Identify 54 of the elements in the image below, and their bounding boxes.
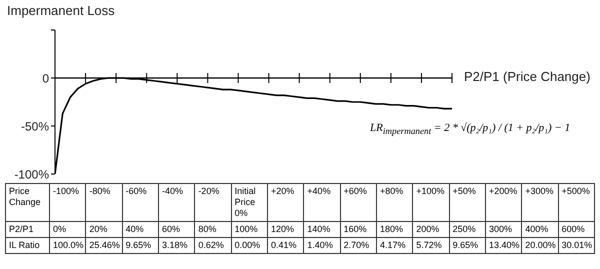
- text: 100%: [231, 222, 268, 238]
- text: +500%: [558, 184, 594, 222]
- text: Initial Price 0%: [231, 184, 268, 222]
- text: 160%: [340, 222, 376, 238]
- y-tick-label: -100%: [14, 167, 50, 182]
- text: 300%: [485, 222, 522, 238]
- y-tick-label: -50%: [20, 119, 50, 134]
- text: 250%: [449, 222, 486, 238]
- text: 20%: [86, 222, 122, 238]
- text: +50%: [449, 184, 486, 222]
- text: 3.18%: [158, 238, 195, 254]
- x-axis-title: P2/P1 (Price Change): [464, 69, 590, 84]
- text: 200%: [412, 222, 450, 238]
- text: 30.01%: [558, 238, 594, 254]
- text: 4.17%: [376, 238, 413, 254]
- text: 9.65%: [122, 238, 158, 254]
- annotation: LR$_{impermanent}$ = 2 * √(p₂/p₁) / (1 + p₂/p₁) − 1: [370, 122, 570, 136]
- text: Price Change: [6, 184, 50, 222]
- text: 0.62%: [194, 238, 232, 254]
- text: 0.41%: [267, 238, 304, 254]
- text: P2/P1: [6, 222, 50, 238]
- chart-title: Impermanent Loss: [7, 3, 115, 18]
- text: 120%: [267, 222, 304, 238]
- text: 600%: [558, 222, 594, 238]
- text: +40%: [304, 184, 340, 222]
- text: +100%: [412, 184, 450, 222]
- text: +20%: [267, 184, 304, 222]
- text: 5.72%: [412, 238, 450, 254]
- text: 25.46%: [86, 238, 122, 254]
- text: 180%: [376, 222, 413, 238]
- text: 9.65%: [449, 238, 486, 254]
- text: +300%: [522, 184, 558, 222]
- text: -80%: [86, 184, 122, 222]
- text: 80%: [194, 222, 232, 238]
- text: -40%: [158, 184, 195, 222]
- text: 1.40%: [304, 238, 340, 254]
- text: IL Ratio: [6, 238, 50, 254]
- text: +80%: [376, 184, 413, 222]
- text: 60%: [158, 222, 195, 238]
- text: 2.70%: [340, 238, 376, 254]
- text: -20%: [194, 184, 232, 222]
- text: 40%: [122, 222, 158, 238]
- y-tick-label: 0: [42, 71, 50, 86]
- text: -100%: [50, 184, 86, 222]
- text: +60%: [340, 184, 376, 222]
- text: -60%: [122, 184, 158, 222]
- text: 13.40%: [485, 238, 522, 254]
- text: 400%: [522, 222, 558, 238]
- text: +200%: [485, 184, 522, 222]
- text: 20.00%: [522, 238, 558, 254]
- text: 0.00%: [231, 238, 268, 254]
- text: 100.0%: [50, 238, 86, 254]
- text: 0%: [50, 222, 86, 238]
- text: 140%: [304, 222, 340, 238]
